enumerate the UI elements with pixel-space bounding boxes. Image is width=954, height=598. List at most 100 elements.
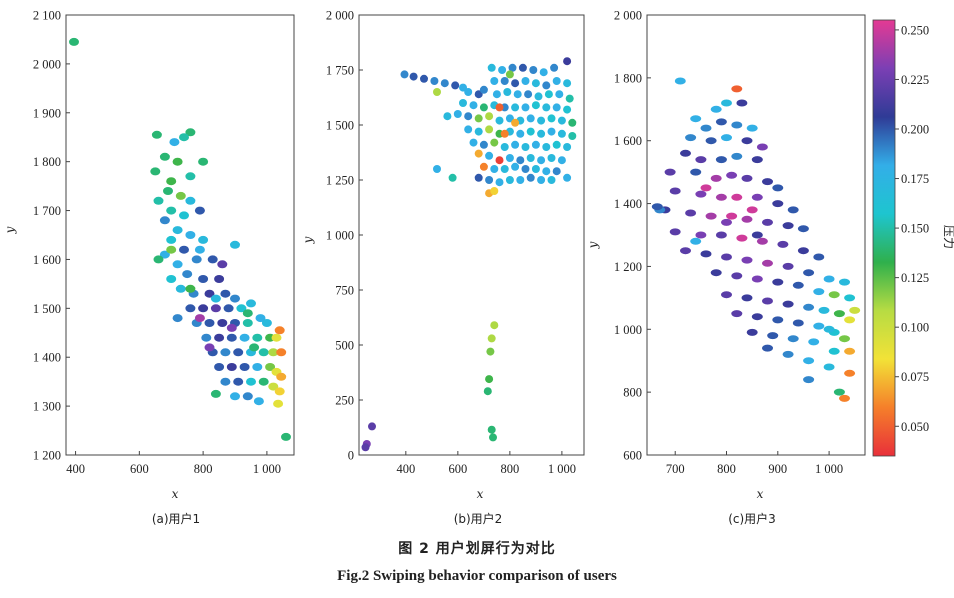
scatter-point xyxy=(563,173,572,182)
scatter-point xyxy=(808,338,820,346)
scatter-point xyxy=(226,363,237,371)
x-tick-label: 900 xyxy=(768,462,787,476)
scatter-point xyxy=(787,206,799,214)
plot-frame xyxy=(646,14,866,456)
scatter-point xyxy=(505,176,514,184)
scatter-point xyxy=(490,187,499,195)
scatter-point xyxy=(151,130,162,139)
y-tick-label: 1 700 xyxy=(33,204,61,218)
scatter-point xyxy=(751,313,763,321)
scatter-point xyxy=(368,422,376,431)
scatter-point xyxy=(487,425,496,434)
scatter-point xyxy=(242,392,253,401)
scatter-point xyxy=(153,196,164,205)
scatter-point xyxy=(547,114,556,123)
scatter-point xyxy=(844,369,856,377)
scatter-point xyxy=(220,289,231,298)
scatter-point xyxy=(715,193,727,201)
scatter-point xyxy=(762,259,773,267)
x-tick-label: 800 xyxy=(717,462,736,476)
scatter-point xyxy=(537,176,546,184)
scatter-point xyxy=(159,152,170,161)
scatter-point xyxy=(505,70,514,79)
y-ticks: 600 800 1 000 1 200 1 400 1 600 1 800 2 000 xyxy=(614,9,651,463)
scatter-point xyxy=(690,115,702,123)
scatter-point xyxy=(524,90,533,99)
y-tick-label: 2 000 xyxy=(33,57,61,71)
scatter-point xyxy=(756,143,768,151)
panel-c: 700 800 900 1 000 600 800 1 000 1 200 1 400 1 60… xyxy=(586,9,866,526)
scatter-point xyxy=(721,99,732,107)
scatter-point xyxy=(172,226,183,235)
y-tick-label: 1 300 xyxy=(33,400,61,414)
x-axis-label: x xyxy=(477,487,484,501)
scatter-point xyxy=(736,99,748,107)
scatter-point xyxy=(281,432,291,441)
scatter-point xyxy=(490,321,499,330)
y-tick-label: 1 200 xyxy=(33,449,61,463)
scatter-point xyxy=(721,253,732,261)
y-tick-label: 2 100 xyxy=(33,9,61,23)
x-tick-label: 400 xyxy=(396,462,415,476)
y-tick-label: 1 250 xyxy=(326,174,354,188)
scatter-point xyxy=(495,116,504,125)
scatter-point xyxy=(242,309,253,318)
scatter-point xyxy=(746,328,758,336)
x-tick-label: 700 xyxy=(666,462,685,476)
x-tick-label: 600 xyxy=(448,462,467,476)
scatter-point xyxy=(844,294,856,302)
colorbar-tick-label: 0.175 xyxy=(901,172,929,186)
scatter-point xyxy=(226,333,237,342)
y-tick-label: 2 000 xyxy=(326,9,354,23)
scatter-point xyxy=(492,90,501,99)
x-tick-label: 800 xyxy=(194,462,213,476)
scatter-point xyxy=(726,212,738,220)
scatter-point xyxy=(797,225,809,233)
y-tick-label: 1 400 xyxy=(33,351,61,365)
scatter-point xyxy=(710,269,722,277)
scatter-point xyxy=(400,70,409,79)
scatter-point xyxy=(201,333,212,342)
x-tick-label: 800 xyxy=(500,462,519,476)
scatter-point xyxy=(513,90,522,99)
scatter-point xyxy=(185,128,196,137)
scatter-point xyxy=(521,165,530,173)
scatter-point xyxy=(511,79,520,88)
scatter-point xyxy=(833,310,845,318)
scatter-point xyxy=(230,392,240,401)
scatter-point xyxy=(469,101,478,110)
y-ticks: 1 200 1 300 1 400 1 500 1 600 1 700 1 800 1 900… xyxy=(33,9,70,463)
scatter-point xyxy=(782,350,794,358)
scatter-point xyxy=(486,347,495,356)
scatter-point xyxy=(544,90,553,99)
scatter-point xyxy=(233,377,244,386)
scatter-point xyxy=(485,125,494,134)
scatter-point xyxy=(531,140,540,149)
scatter-point xyxy=(762,178,773,186)
scatter-point xyxy=(844,347,856,355)
colorbar-tick-label: 0.125 xyxy=(901,271,929,285)
scatter-point xyxy=(823,363,835,371)
scatter-point xyxy=(547,127,556,136)
scatter-point xyxy=(210,389,221,398)
y-tick-label: 750 xyxy=(335,284,354,298)
scatter-point xyxy=(741,294,753,302)
scatter-point xyxy=(500,165,509,173)
scatter-point xyxy=(490,165,499,173)
scatter-point xyxy=(453,110,462,118)
scatter-point xyxy=(361,443,370,452)
scatter-point xyxy=(552,103,561,112)
x-ticks: 400 600 800 1 000 xyxy=(396,451,576,476)
scatter-point xyxy=(695,231,707,239)
scatter-point xyxy=(669,228,681,236)
scatter-point xyxy=(674,77,686,85)
figure-caption-en: Fig.2 Swiping behavior comparison of use… xyxy=(337,568,617,584)
scatter-point xyxy=(489,433,497,442)
y-tick-label: 1 600 xyxy=(33,253,61,267)
scatter-point xyxy=(516,156,525,165)
y-tick-label: 250 xyxy=(335,394,354,408)
scatter-point xyxy=(495,156,504,165)
scatter-point xyxy=(557,129,566,138)
scatter-point xyxy=(828,347,840,355)
scatter-point xyxy=(552,77,561,85)
